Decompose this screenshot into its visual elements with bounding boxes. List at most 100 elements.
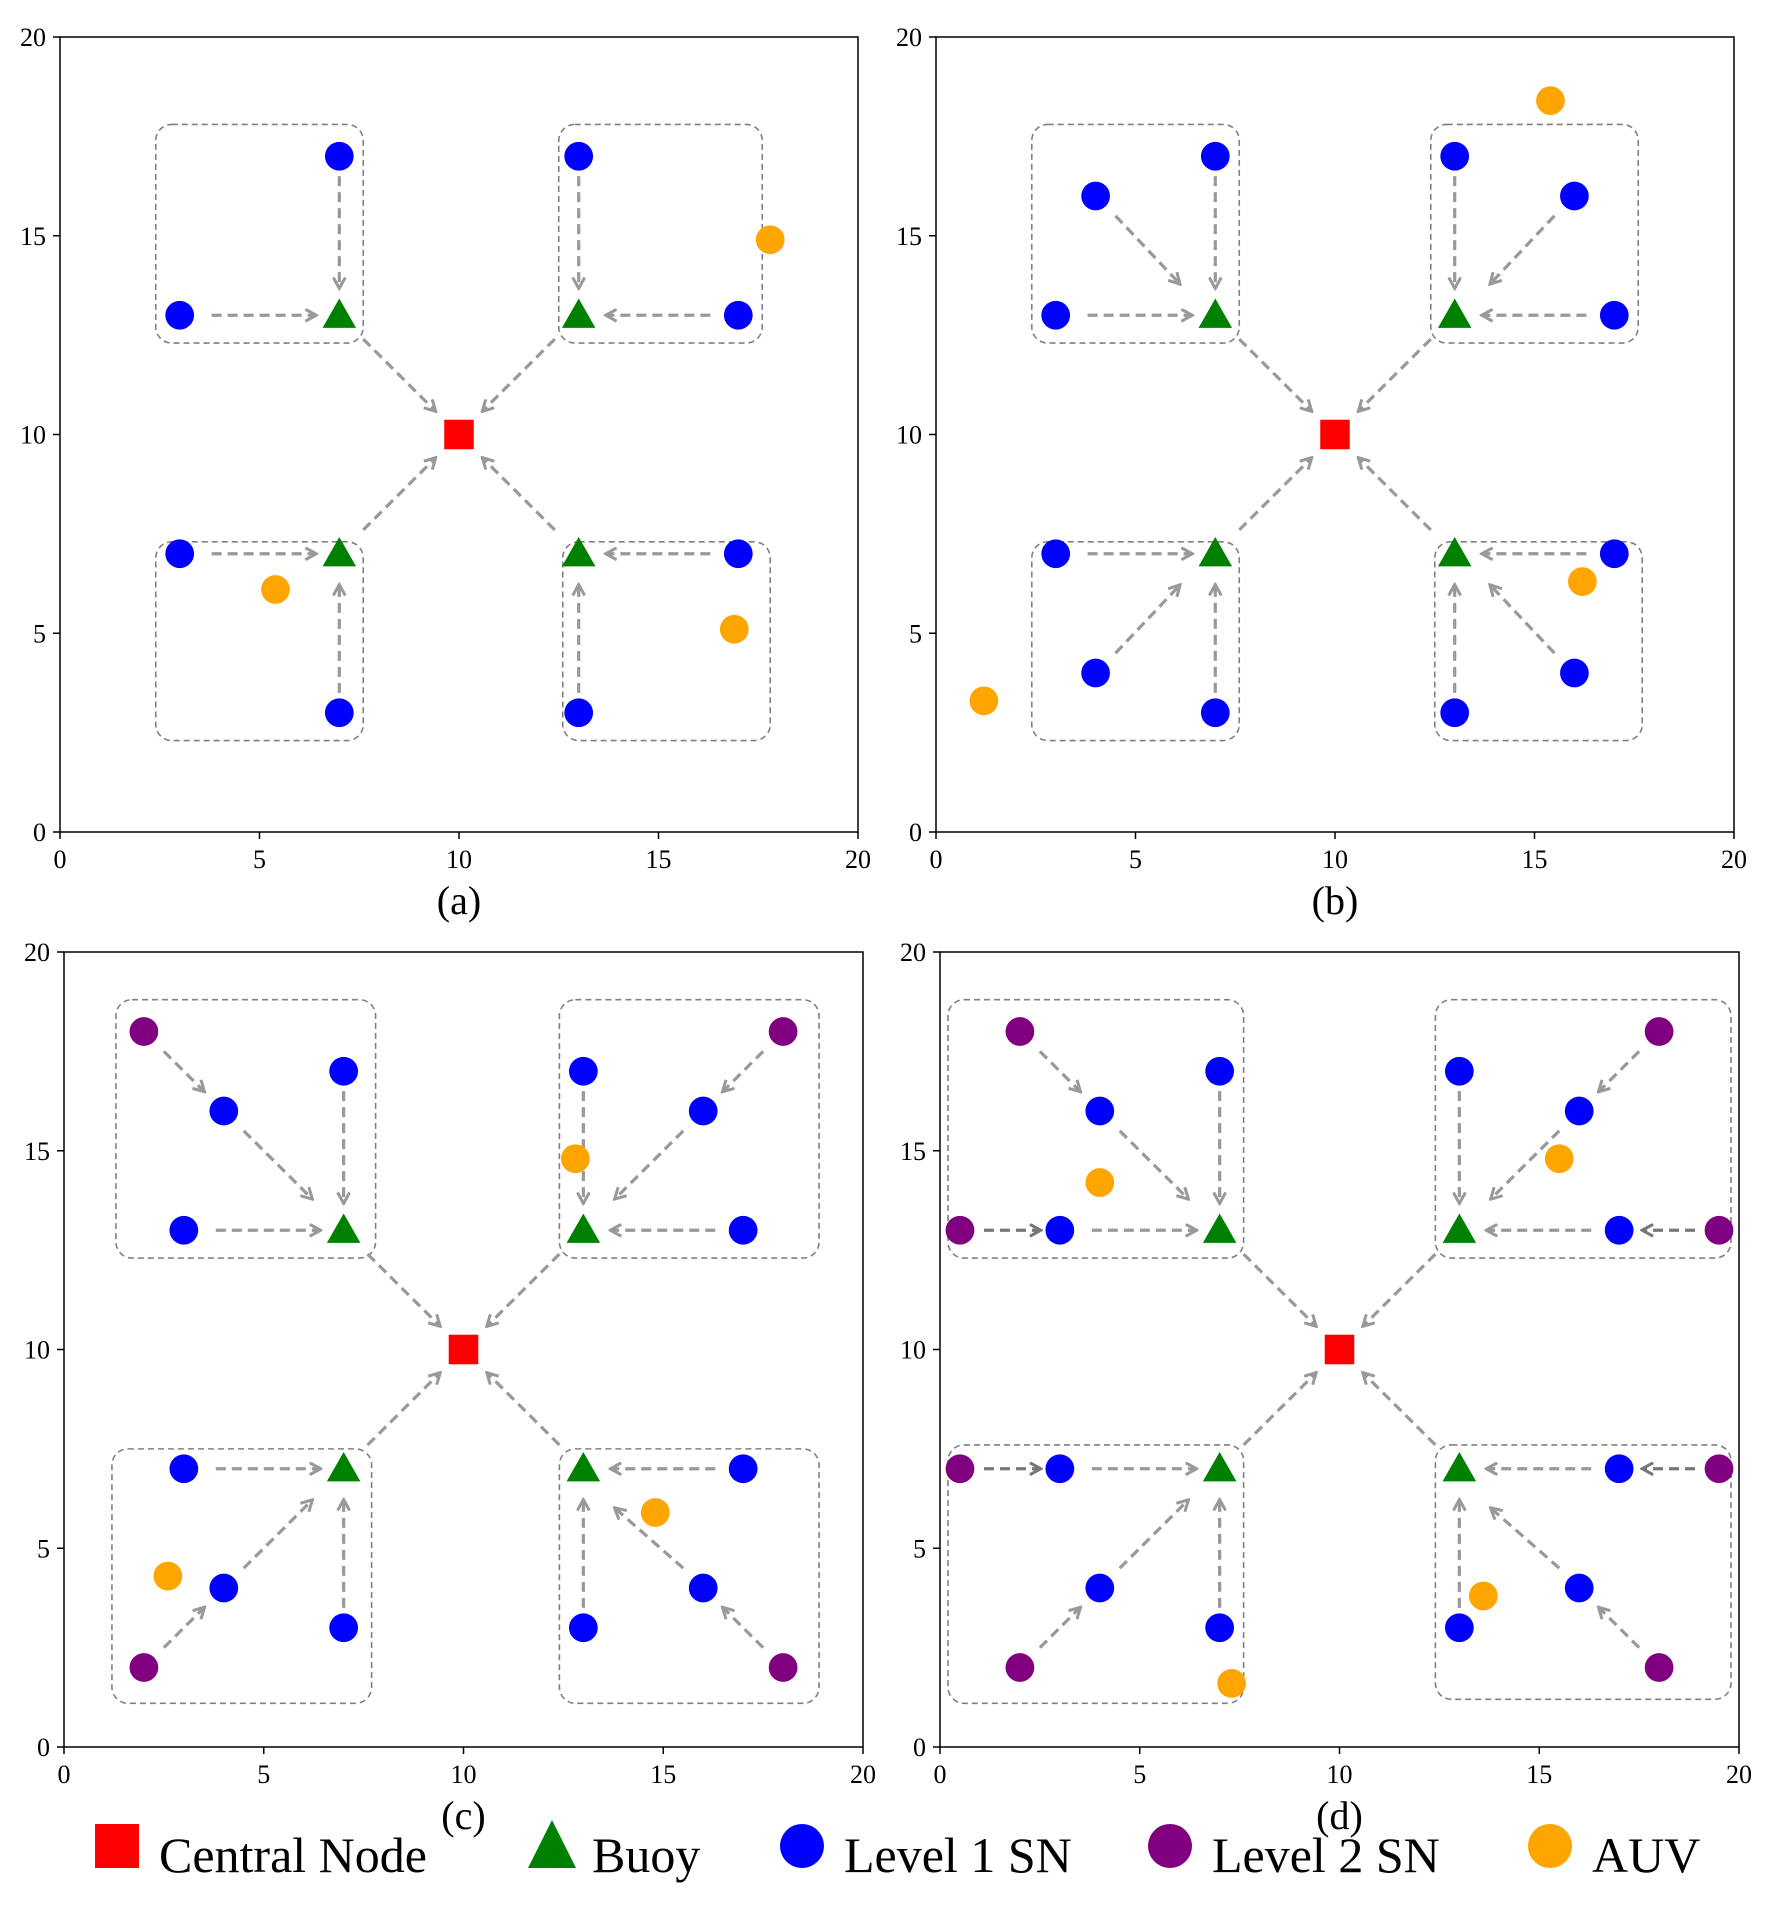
legend-marker-sn1 xyxy=(780,1824,824,1868)
legend-marker-sn2 xyxy=(1148,1824,1192,1868)
x-tick-label: 15 xyxy=(650,1760,676,1789)
level1-sn-point xyxy=(1045,1215,1075,1245)
auv-point xyxy=(153,1561,183,1591)
cluster-box xyxy=(558,1448,820,1705)
link-arrow xyxy=(362,337,435,411)
link-arrow xyxy=(1114,214,1180,284)
level1-sn-point xyxy=(209,1096,239,1126)
y-tick-label: 5 xyxy=(37,1534,50,1563)
level1-sn-point xyxy=(1041,300,1071,330)
link-arrow xyxy=(1359,337,1432,411)
auv-point xyxy=(719,614,749,644)
link-arrow xyxy=(162,1050,204,1091)
cluster-box xyxy=(947,1444,1245,1705)
level1-sn-point xyxy=(169,1215,199,1245)
buoy-point xyxy=(1198,536,1233,567)
level1-sn-point xyxy=(568,1613,598,1643)
level1-sn-point xyxy=(1599,539,1629,569)
link-arrow xyxy=(723,1608,765,1649)
auv-point xyxy=(1468,1581,1498,1611)
link-arrow xyxy=(242,1501,312,1570)
link-arrow xyxy=(162,1608,204,1649)
y-tick-label: 10 xyxy=(896,421,922,450)
level1-sn-point xyxy=(1081,658,1110,688)
level1-sn-point xyxy=(1085,1573,1115,1603)
y-tick-label: 20 xyxy=(900,938,926,967)
level1-sn-point xyxy=(723,300,753,330)
level1-sn-point xyxy=(1205,1613,1235,1643)
buoy-point xyxy=(561,298,596,328)
cluster-box xyxy=(1030,123,1241,344)
level1-sn-point xyxy=(169,1454,199,1484)
level1-sn-point xyxy=(1444,1056,1474,1086)
level1-sn-point xyxy=(728,1215,758,1245)
level1-sn-point xyxy=(564,698,594,728)
panel-c: 0 5 10 15 20 0 5 10 15 20 (c) xyxy=(24,938,876,1838)
y-tick-label: 0 xyxy=(909,818,922,847)
y-tick-label: 10 xyxy=(900,1336,926,1365)
cluster-box xyxy=(115,998,377,1259)
legend-item-sn2: Level 2 SN xyxy=(1148,1824,1440,1883)
auv-point xyxy=(640,1498,670,1527)
level2-sn-point xyxy=(1644,1653,1674,1682)
cluster-box xyxy=(558,998,820,1259)
auv-point xyxy=(1568,567,1597,596)
x-tick-label: 0 xyxy=(934,1760,947,1789)
legend-marker-auv xyxy=(1528,1824,1572,1868)
level1-sn-point xyxy=(1085,1096,1115,1126)
buoy-point xyxy=(561,536,596,567)
link-arrow xyxy=(1242,1373,1316,1447)
central-node-point xyxy=(1320,419,1350,450)
x-tick-label: 20 xyxy=(1721,845,1747,874)
y-tick-label: 5 xyxy=(913,1534,926,1563)
y-tick-label: 0 xyxy=(37,1733,50,1762)
level1-sn-point xyxy=(1440,141,1470,171)
cluster-box xyxy=(111,1448,373,1705)
cluster-box xyxy=(1433,541,1644,742)
y-tick-label: 15 xyxy=(896,222,922,251)
central-node-point xyxy=(1324,1334,1355,1365)
auv-point xyxy=(1544,1144,1574,1174)
legend-marker-buoy xyxy=(528,1820,576,1868)
y-tick-label: 10 xyxy=(20,421,46,450)
link-arrow xyxy=(1491,586,1556,655)
level1-sn-point xyxy=(688,1096,718,1126)
buoy-point xyxy=(1437,536,1472,567)
y-tick-label: 10 xyxy=(24,1336,50,1365)
level1-sn-point xyxy=(1200,141,1230,171)
level1-sn-point xyxy=(1041,539,1071,569)
panel-label: (b) xyxy=(1312,878,1359,923)
level2-sn-point xyxy=(768,1653,798,1682)
link-arrow xyxy=(1038,1608,1080,1649)
y-tick-label: 15 xyxy=(24,1137,50,1166)
level1-sn-point xyxy=(165,300,195,330)
central-node-point xyxy=(444,419,474,450)
buoy-point xyxy=(322,536,357,567)
level1-sn-point xyxy=(1560,181,1589,211)
panel-label: (d) xyxy=(1316,1793,1363,1838)
legend-label-sn2: Level 2 SN xyxy=(1212,1827,1440,1883)
x-tick-label: 0 xyxy=(930,845,943,874)
level2-sn-point xyxy=(945,1454,975,1484)
legend-item-auv: AUV xyxy=(1528,1824,1700,1883)
y-tick-label: 15 xyxy=(20,222,46,251)
cluster-box xyxy=(1434,998,1732,1259)
auv-point xyxy=(1536,86,1565,115)
level1-sn-point xyxy=(1081,181,1110,211)
panel-label: (c) xyxy=(441,1793,485,1838)
level1-sn-point xyxy=(324,141,354,171)
x-tick-label: 10 xyxy=(451,1760,477,1789)
link-arrow xyxy=(1359,458,1432,532)
level1-sn-point xyxy=(1599,300,1629,330)
legend-item-buoy: Buoy xyxy=(528,1820,700,1883)
legend-label-sn1: Level 1 SN xyxy=(844,1827,1072,1883)
cluster-box xyxy=(1429,123,1640,344)
legend-item-sn1: Level 1 SN xyxy=(780,1824,1072,1883)
panel-label: (a) xyxy=(437,878,481,923)
x-tick-label: 10 xyxy=(446,845,472,874)
x-tick-label: 0 xyxy=(58,1760,71,1789)
buoy-point xyxy=(1202,1451,1237,1482)
level2-sn-point xyxy=(945,1215,975,1245)
link-arrow xyxy=(366,1252,440,1326)
